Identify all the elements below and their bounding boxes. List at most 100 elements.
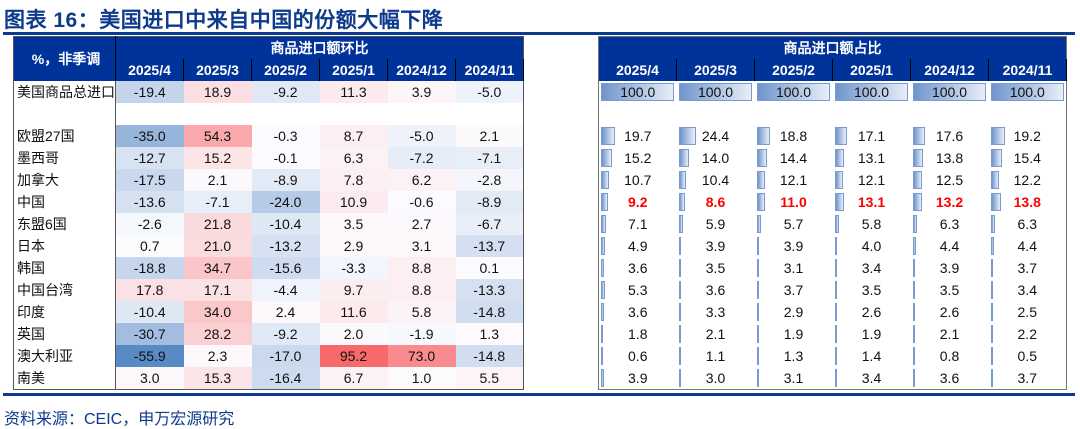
table-row: 澳大利亚 -55.9 2.3 -17.0 95.2 73.0 -14.8 <box>13 345 524 367</box>
mom-cell: 21.0 <box>183 235 252 257</box>
share-value: 14.0 <box>701 150 730 166</box>
share-data-bar <box>912 347 915 365</box>
share-data-bar <box>678 369 681 387</box>
mom-cell: -0.6 <box>387 191 456 213</box>
figure-title: 图表 16：美国进口中来自中国的份额大幅下降 <box>4 9 444 32</box>
mom-cell: 21.8 <box>183 213 252 235</box>
mom-cell: 2.1 <box>455 125 524 147</box>
region-label: 中国 <box>13 191 116 213</box>
share-data-bar <box>756 281 760 299</box>
share-value: 13.1 <box>857 150 886 166</box>
share-cell: 12.5 <box>911 169 989 191</box>
share-cell: 3.4 <box>989 279 1067 301</box>
share-data-bar <box>678 325 681 343</box>
share-cell: 4.4 <box>989 235 1067 257</box>
share-cell: 13.2 <box>911 191 989 213</box>
mom-cell: -5.0 <box>387 125 456 147</box>
share-value: 3.1 <box>783 370 804 386</box>
share-value: 3.6 <box>628 260 648 276</box>
share-cell: 1.1 <box>677 345 755 367</box>
share-cell: 2.2 <box>989 323 1067 345</box>
share-value: 100.0 <box>775 84 812 100</box>
share-cell: 4.0 <box>833 235 911 257</box>
region-label: 欧盟27国 <box>13 125 116 147</box>
share-data-bar <box>834 369 837 387</box>
region-label: 南美 <box>13 367 116 390</box>
share-value: 13.8 <box>935 150 964 166</box>
mom-cell: 0.7 <box>115 235 184 257</box>
mom-cell: 10.9 <box>319 191 388 213</box>
share-value: 1.9 <box>783 326 804 342</box>
share-value: 0.5 <box>1017 348 1037 364</box>
share-value: 100.0 <box>1009 84 1045 100</box>
share-value: 9.2 <box>628 194 648 210</box>
share-value: 13.8 <box>1013 194 1041 210</box>
share-data-bar <box>912 281 916 299</box>
share-value: 100.0 <box>697 84 734 100</box>
mom-cell: -15.6 <box>251 257 320 279</box>
share-value: 0.8 <box>939 348 960 364</box>
share-value: 10.7 <box>624 172 652 188</box>
share-cell: 2.6 <box>833 301 911 323</box>
region-label: 美国商品总进口 <box>13 81 116 103</box>
region-label: 澳大利亚 <box>13 345 116 367</box>
share-cell: 3.9 <box>599 367 677 390</box>
share-cell: 0.6 <box>599 345 677 367</box>
share-value: 3.4 <box>861 260 882 276</box>
month-header: 2025/2 <box>251 59 320 81</box>
share-cell: 14.4 <box>755 147 833 169</box>
table-row: 欧盟27国 -35.0 54.3 -0.3 8.7 -5.0 2.1 <box>13 125 524 147</box>
share-cell: 5.3 <box>599 279 677 301</box>
share-value: 3.3 <box>705 304 726 320</box>
share-value: 100.0 <box>620 84 656 100</box>
table-row: 印度 -10.4 34.0 2.4 11.6 5.8 -14.8 <box>13 301 524 323</box>
share-cell: 1.9 <box>833 323 911 345</box>
share-value: 2.1 <box>939 326 960 342</box>
share-cell: 19.7 <box>599 125 677 147</box>
mom-cell: -8.9 <box>455 191 524 213</box>
table-row: 东盟6国 -2.6 21.8 -10.4 3.5 2.7 -6.7 <box>13 213 524 235</box>
share-value: 3.6 <box>705 282 726 298</box>
spacer-cell <box>116 103 524 125</box>
share-data-bar <box>678 259 682 277</box>
share-value: 3.5 <box>705 260 726 276</box>
mom-cell: -19.4 <box>115 81 184 103</box>
share-value: 5.3 <box>628 282 648 298</box>
table-row: 加拿大 -17.5 2.1 -8.9 7.8 6.2 -2.8 <box>13 169 524 191</box>
mom-cell: 11.6 <box>319 301 388 323</box>
mom-cell: 15.2 <box>183 147 252 169</box>
share-data-bar <box>912 369 916 387</box>
month-header: 2024/12 <box>910 59 989 81</box>
share-cell: 100.0 <box>599 81 677 103</box>
share-value: 2.6 <box>861 304 882 320</box>
share-value: 4.9 <box>628 238 648 254</box>
mom-cell: -13.2 <box>251 235 320 257</box>
share-value: 1.4 <box>861 348 882 364</box>
share-data-bar <box>834 127 847 145</box>
share-value: 3.5 <box>861 282 882 298</box>
share-value: 19.2 <box>1013 128 1041 144</box>
share-value: 3.5 <box>939 282 960 298</box>
share-data-bar <box>601 347 603 365</box>
table-row: 15.2 14.0 14.4 13.1 13.8 15.4 <box>599 147 1067 169</box>
share-data-bar <box>756 369 759 387</box>
share-cell: 3.5 <box>833 279 911 301</box>
share-cell: 7.1 <box>599 213 677 235</box>
share-data-bar <box>678 303 681 321</box>
mom-cell: -17.5 <box>115 169 184 191</box>
share-cell: 6.3 <box>989 213 1067 235</box>
share-value: 12.1 <box>779 172 808 188</box>
share-cell: 18.8 <box>755 125 833 147</box>
mom-cell: -4.4 <box>251 279 320 301</box>
mom-cell: 8.8 <box>387 279 456 301</box>
share-data-bar <box>834 237 838 255</box>
share-data-bar <box>756 149 767 167</box>
mom-cell: -2.8 <box>455 169 524 191</box>
mom-cell: 2.3 <box>183 345 252 367</box>
mom-cell: -0.1 <box>251 147 320 169</box>
table-row: 9.2 8.6 11.0 13.1 13.2 13.8 <box>599 191 1067 213</box>
share-data-bar <box>990 325 993 343</box>
mom-cell: 17.8 <box>115 279 184 301</box>
share-cell: 3.1 <box>755 367 833 390</box>
mom-cell: 3.9 <box>387 81 456 103</box>
